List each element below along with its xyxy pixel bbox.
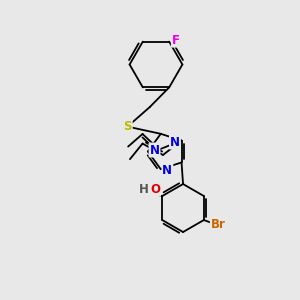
Text: F: F bbox=[172, 34, 180, 46]
Text: N: N bbox=[149, 143, 160, 157]
Text: S: S bbox=[123, 120, 132, 133]
Text: H: H bbox=[139, 183, 148, 196]
Text: O: O bbox=[150, 183, 160, 196]
Text: N: N bbox=[170, 136, 180, 148]
Text: Br: Br bbox=[211, 218, 226, 231]
Text: N: N bbox=[162, 164, 172, 177]
